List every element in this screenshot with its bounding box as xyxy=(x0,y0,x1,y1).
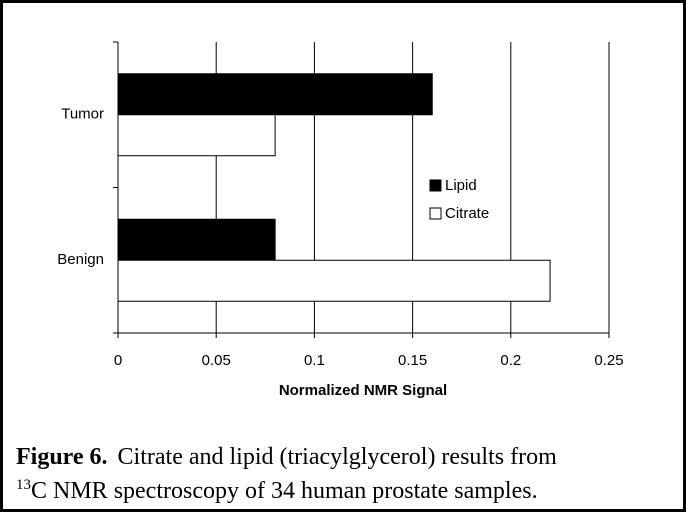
legend-swatch xyxy=(429,207,442,220)
legend-label: Lipid xyxy=(445,177,477,194)
bar xyxy=(117,114,276,157)
caption-text-2: C NMR spectroscopy of 34 human prostate … xyxy=(31,478,538,504)
x-tick-label: 0.1 xyxy=(304,352,325,369)
legend-swatch xyxy=(429,179,442,192)
x-tick-label: 0.05 xyxy=(202,352,231,369)
x-tick-label: 0.2 xyxy=(500,352,521,369)
y-tick-label: Benign xyxy=(57,251,104,268)
bar xyxy=(117,73,433,116)
caption-line-1: Figure 6. Citrate and lipid (triacylglyce… xyxy=(16,444,557,470)
legend-label: Citrate xyxy=(445,205,489,222)
bar xyxy=(117,218,276,261)
bar xyxy=(117,259,551,302)
x-axis-label: Normalized NMR Signal xyxy=(279,382,447,399)
caption-label: Figure 6. xyxy=(16,444,108,470)
y-tick-label: Tumor xyxy=(61,106,104,123)
x-tick-label: 0 xyxy=(114,352,122,369)
caption-isotope: 13 xyxy=(16,477,31,493)
x-tick-label: 0.25 xyxy=(594,352,623,369)
caption-line-2: 13C NMR spectroscopy of 34 human prostat… xyxy=(16,477,538,504)
caption-text: Citrate and lipid (triacylglycerol) resu… xyxy=(118,444,558,470)
x-tick-label: 0.15 xyxy=(398,352,427,369)
